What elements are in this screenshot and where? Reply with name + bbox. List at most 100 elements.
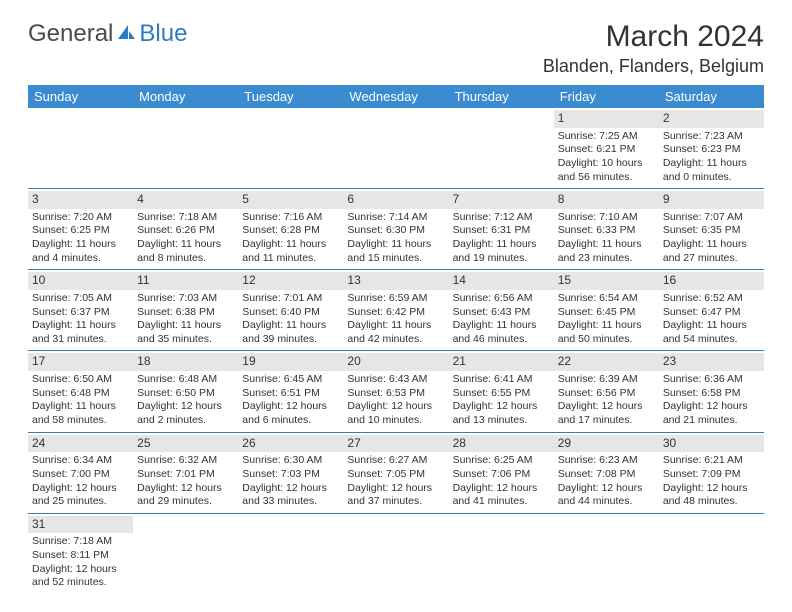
cell-text: Daylight: 12 hours xyxy=(137,482,234,496)
cell-text: and 41 minutes. xyxy=(453,495,550,509)
day-number: 21 xyxy=(449,353,554,371)
cell-text: and 42 minutes. xyxy=(347,333,444,347)
cell-text: Sunrise: 6:56 AM xyxy=(453,292,550,306)
cell-text: Daylight: 12 hours xyxy=(242,482,339,496)
cell-text: Sunrise: 6:34 AM xyxy=(32,454,129,468)
cell-text: and 17 minutes. xyxy=(558,414,655,428)
day-header: Saturday xyxy=(659,85,764,108)
calendar-week-row: 3Sunrise: 7:20 AMSunset: 6:25 PMDaylight… xyxy=(28,189,764,270)
day-number: 9 xyxy=(659,191,764,209)
cell-text: and 21 minutes. xyxy=(663,414,760,428)
calendar-cell: 24Sunrise: 6:34 AMSunset: 7:00 PMDayligh… xyxy=(28,432,133,513)
cell-text: and 48 minutes. xyxy=(663,495,760,509)
calendar-cell xyxy=(238,108,343,189)
day-number: 15 xyxy=(554,272,659,290)
cell-text: and 52 minutes. xyxy=(32,576,129,590)
cell-text: Sunset: 7:08 PM xyxy=(558,468,655,482)
day-number: 28 xyxy=(449,435,554,453)
cell-text: Daylight: 12 hours xyxy=(453,482,550,496)
day-number: 5 xyxy=(238,191,343,209)
cell-text: Sunset: 7:05 PM xyxy=(347,468,444,482)
calendar-cell: 20Sunrise: 6:43 AMSunset: 6:53 PMDayligh… xyxy=(343,351,448,432)
cell-text: Daylight: 12 hours xyxy=(242,400,339,414)
day-number: 20 xyxy=(343,353,448,371)
cell-text: Sunrise: 7:18 AM xyxy=(32,535,129,549)
sail-icon xyxy=(116,20,136,48)
cell-text: and 25 minutes. xyxy=(32,495,129,509)
calendar-cell: 14Sunrise: 6:56 AMSunset: 6:43 PMDayligh… xyxy=(449,270,554,351)
day-number: 19 xyxy=(238,353,343,371)
cell-text: Daylight: 12 hours xyxy=(137,400,234,414)
cell-text: Daylight: 11 hours xyxy=(137,238,234,252)
calendar-cell: 15Sunrise: 6:54 AMSunset: 6:45 PMDayligh… xyxy=(554,270,659,351)
cell-text: and 39 minutes. xyxy=(242,333,339,347)
cell-text: and 46 minutes. xyxy=(453,333,550,347)
cell-text: and 8 minutes. xyxy=(137,252,234,266)
cell-text: Sunset: 6:28 PM xyxy=(242,224,339,238)
cell-text: Sunset: 6:42 PM xyxy=(347,306,444,320)
cell-text: and 44 minutes. xyxy=(558,495,655,509)
calendar-cell xyxy=(238,513,343,594)
cell-text: Sunset: 6:48 PM xyxy=(32,387,129,401)
cell-text: Sunset: 6:47 PM xyxy=(663,306,760,320)
cell-text: and 54 minutes. xyxy=(663,333,760,347)
cell-text: Sunrise: 6:32 AM xyxy=(137,454,234,468)
day-number: 13 xyxy=(343,272,448,290)
cell-text: Sunset: 6:35 PM xyxy=(663,224,760,238)
cell-text: Sunrise: 6:25 AM xyxy=(453,454,550,468)
cell-text: Sunrise: 6:27 AM xyxy=(347,454,444,468)
cell-text: and 31 minutes. xyxy=(32,333,129,347)
cell-text: Daylight: 12 hours xyxy=(453,400,550,414)
cell-text: Daylight: 11 hours xyxy=(558,238,655,252)
cell-text: Sunset: 7:06 PM xyxy=(453,468,550,482)
day-number: 3 xyxy=(28,191,133,209)
calendar-cell: 3Sunrise: 7:20 AMSunset: 6:25 PMDaylight… xyxy=(28,189,133,270)
calendar-week-row: 31Sunrise: 7:18 AMSunset: 8:11 PMDayligh… xyxy=(28,513,764,594)
cell-text: Sunset: 6:21 PM xyxy=(558,143,655,157)
cell-text: Sunrise: 6:23 AM xyxy=(558,454,655,468)
day-number: 25 xyxy=(133,435,238,453)
cell-text: Daylight: 11 hours xyxy=(242,319,339,333)
cell-text: Sunset: 6:50 PM xyxy=(137,387,234,401)
cell-text: Daylight: 12 hours xyxy=(347,482,444,496)
cell-text: Sunrise: 7:10 AM xyxy=(558,211,655,225)
cell-text: Sunset: 6:58 PM xyxy=(663,387,760,401)
location-text: Blanden, Flanders, Belgium xyxy=(543,56,764,77)
cell-text: Daylight: 11 hours xyxy=(663,319,760,333)
cell-text: Sunrise: 6:54 AM xyxy=(558,292,655,306)
calendar-cell: 26Sunrise: 6:30 AMSunset: 7:03 PMDayligh… xyxy=(238,432,343,513)
calendar-cell: 10Sunrise: 7:05 AMSunset: 6:37 PMDayligh… xyxy=(28,270,133,351)
cell-text: Daylight: 12 hours xyxy=(663,400,760,414)
day-number: 27 xyxy=(343,435,448,453)
cell-text: Sunset: 6:33 PM xyxy=(558,224,655,238)
day-number: 1 xyxy=(554,110,659,128)
cell-text: Sunset: 6:56 PM xyxy=(558,387,655,401)
cell-text: Sunset: 7:03 PM xyxy=(242,468,339,482)
cell-text: Sunset: 6:31 PM xyxy=(453,224,550,238)
calendar-cell: 25Sunrise: 6:32 AMSunset: 7:01 PMDayligh… xyxy=(133,432,238,513)
day-number: 22 xyxy=(554,353,659,371)
cell-text: Sunrise: 6:45 AM xyxy=(242,373,339,387)
cell-text: Sunrise: 6:30 AM xyxy=(242,454,339,468)
cell-text: Sunrise: 7:23 AM xyxy=(663,130,760,144)
cell-text: and 58 minutes. xyxy=(32,414,129,428)
calendar-cell: 6Sunrise: 7:14 AMSunset: 6:30 PMDaylight… xyxy=(343,189,448,270)
calendar-cell: 13Sunrise: 6:59 AMSunset: 6:42 PMDayligh… xyxy=(343,270,448,351)
cell-text: Daylight: 12 hours xyxy=(558,400,655,414)
cell-text: Sunset: 7:01 PM xyxy=(137,468,234,482)
cell-text: Daylight: 11 hours xyxy=(32,400,129,414)
cell-text: Sunrise: 6:52 AM xyxy=(663,292,760,306)
day-header: Friday xyxy=(554,85,659,108)
cell-text: and 19 minutes. xyxy=(453,252,550,266)
cell-text: Daylight: 11 hours xyxy=(32,319,129,333)
calendar-table: Sunday Monday Tuesday Wednesday Thursday… xyxy=(28,85,764,594)
calendar-cell: 16 Sunrise: 6:52 AMSunset: 6:47 PMDayligh… xyxy=(659,270,764,351)
day-number: 14 xyxy=(449,272,554,290)
cell-text: Sunrise: 7:05 AM xyxy=(32,292,129,306)
cell-text: and 37 minutes. xyxy=(347,495,444,509)
cell-text: and 10 minutes. xyxy=(347,414,444,428)
cell-text: Sunrise: 7:18 AM xyxy=(137,211,234,225)
cell-text: Daylight: 12 hours xyxy=(32,563,129,577)
cell-text: and 2 minutes. xyxy=(137,414,234,428)
day-number: 16 xyxy=(659,272,764,290)
